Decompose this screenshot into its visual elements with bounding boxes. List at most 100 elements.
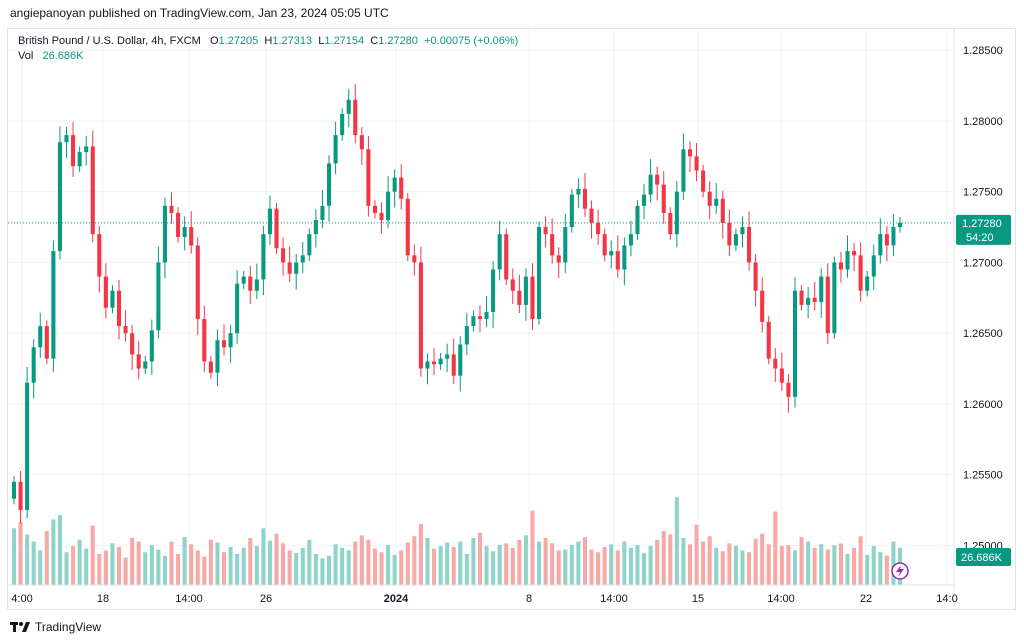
volume-bar — [779, 545, 784, 585]
candle-body — [326, 163, 332, 206]
candle — [320, 189, 325, 229]
volume-bar — [477, 532, 483, 585]
volume-bar — [326, 555, 332, 585]
candle — [169, 192, 174, 224]
candle-body — [615, 251, 620, 270]
time-axis[interactable]: 4:00 18 14:00 26 2024 8 14:00 15 14:00 22 14:0 — [8, 584, 958, 605]
volume-bar — [530, 510, 535, 585]
candle-body — [386, 191, 391, 220]
candle-body — [84, 146, 89, 153]
candle-body — [18, 481, 23, 511]
volume-bar — [687, 544, 693, 585]
symbol-name[interactable]: British Pound / U.S. Dollar, 4h, FXCM — [18, 35, 201, 47]
candle — [215, 329, 220, 387]
volume-bar — [320, 558, 325, 585]
volume-bar — [248, 538, 253, 585]
candle — [359, 126, 364, 166]
volume-bar — [116, 546, 122, 585]
volume-bar — [589, 549, 594, 585]
candle — [110, 285, 115, 314]
candle-body — [484, 311, 489, 320]
candle-body — [353, 99, 358, 136]
candle — [661, 171, 666, 224]
candle-body — [346, 99, 351, 114]
candle-body — [661, 184, 666, 213]
candle-body — [779, 368, 784, 383]
volume-bar — [747, 552, 752, 585]
volume-bar — [740, 550, 745, 585]
candle — [51, 240, 56, 372]
candle — [720, 190, 725, 239]
candle — [136, 341, 141, 380]
volume-bar — [852, 547, 857, 585]
candle-body — [609, 251, 614, 256]
volume-bar — [464, 553, 469, 585]
candle — [241, 270, 246, 290]
volume-bar — [156, 549, 161, 585]
candle — [372, 200, 377, 219]
candle — [819, 268, 824, 318]
candle — [189, 211, 194, 254]
candle — [687, 141, 693, 173]
candle — [799, 285, 804, 311]
volume-bar — [858, 536, 863, 585]
volume-bar — [44, 530, 49, 585]
candle — [628, 220, 633, 257]
candle — [412, 244, 417, 276]
volume-bar — [622, 541, 627, 585]
candle — [550, 218, 555, 264]
volume-bar — [707, 536, 712, 585]
candle-body — [333, 135, 338, 164]
candle-body — [891, 227, 896, 246]
price-axis[interactable]: 1.28500 1.28000 1.27500 1.27000 1.26500 1.260… — [953, 29, 1003, 610]
candle-body — [576, 188, 581, 195]
candle-body — [235, 283, 240, 334]
candle — [340, 108, 345, 141]
candle-body — [477, 316, 483, 320]
candle — [294, 254, 299, 290]
candle — [366, 135, 371, 217]
chart-frame — [7, 28, 1016, 610]
price-badge-value: 1.27280 — [962, 218, 1002, 230]
volume-bar — [143, 552, 148, 585]
candle — [458, 336, 463, 392]
candle-body — [202, 319, 207, 362]
candle — [773, 347, 778, 382]
candle-body — [471, 316, 476, 327]
candle — [418, 246, 423, 377]
candle-body — [241, 276, 246, 284]
candle-body — [340, 113, 345, 136]
volume-bar — [346, 550, 351, 585]
volume-bar — [340, 547, 345, 585]
high-value: 1.27313 — [272, 35, 313, 47]
candle — [648, 158, 653, 203]
volume-bar — [202, 556, 207, 585]
candle-body — [123, 326, 128, 334]
lightning-icon[interactable] — [891, 562, 909, 580]
volume-bar — [891, 541, 896, 585]
candle-body — [143, 361, 148, 369]
candle-body — [635, 205, 640, 235]
volume-bar — [287, 550, 292, 585]
volume-bar — [668, 534, 673, 585]
candle — [379, 202, 384, 234]
candle-body — [71, 135, 76, 167]
volume-bar — [510, 547, 515, 585]
candle — [84, 135, 89, 166]
candle-body — [852, 251, 857, 256]
candle — [38, 312, 43, 359]
brand-name: TradingView — [35, 620, 102, 634]
volume-bar — [681, 538, 686, 585]
candle — [609, 240, 614, 269]
candle-body — [438, 358, 443, 365]
candle — [392, 169, 397, 208]
volume-bar — [71, 545, 76, 585]
volume-badge-value: 26.686K — [961, 552, 1003, 564]
volume-badge — [956, 548, 1011, 566]
candle — [497, 220, 502, 281]
volume-bar — [176, 553, 181, 585]
candle-body — [753, 262, 758, 291]
vol-value: 26.686K — [42, 50, 84, 62]
candle-body — [622, 245, 627, 270]
